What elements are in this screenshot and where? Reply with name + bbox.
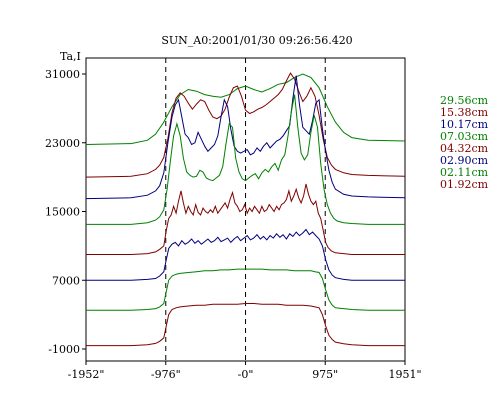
x-tick-label-4: 1951" <box>388 368 421 381</box>
series-line-2 <box>85 75 406 200</box>
y-tick-label-0: 31000 <box>45 68 80 81</box>
y-tick-label-4: -1000 <box>48 343 80 356</box>
legend-entry-0: 29.56cm <box>440 94 489 107</box>
y-tick-label-3: 7000 <box>52 274 80 287</box>
y-tick-label-1: 23000 <box>45 137 80 150</box>
series-line-7 <box>86 303 405 347</box>
legend-entry-5: 02.90cm <box>440 154 489 167</box>
y-axis-ticks: 31000 23000 15000 7000 -1000 <box>45 68 86 356</box>
x-tick-label-2: -0" <box>238 368 254 381</box>
y-axis-label: Ta,I <box>60 50 81 63</box>
series-lines <box>85 72 406 347</box>
legend-entry-1: 15.38cm <box>440 106 489 119</box>
legend-entry-3: 07.03cm <box>440 130 489 143</box>
series-line-3 <box>86 94 405 225</box>
y-tick-label-2: 15000 <box>45 206 80 219</box>
series-line-6 <box>86 268 405 311</box>
legend-entry-6: 02.11cm <box>440 166 489 179</box>
legend: 29.56cm15.38cm10.17cm07.03cm04.32cm02.90… <box>440 94 489 191</box>
series-line-0 <box>85 73 406 145</box>
chart-title: SUN_A0:2001/01/30 09:26:56.420 <box>161 34 352 47</box>
series-line-5 <box>86 228 405 281</box>
legend-entry-2: 10.17cm <box>440 118 489 131</box>
x-axis-ticks: -1952" -976" -0" 975" 1951" <box>68 361 422 381</box>
reference-lines <box>165 58 326 361</box>
series-line-4 <box>86 183 405 255</box>
x-tick-label-3: 975" <box>312 368 338 381</box>
legend-entry-4: 04.32cm <box>440 142 489 155</box>
x-tick-label-1: -976" <box>151 368 181 381</box>
x-tick-label-0: -1952" <box>68 368 105 381</box>
legend-entry-7: 01.92cm <box>440 178 489 191</box>
series-line-1 <box>85 72 406 178</box>
